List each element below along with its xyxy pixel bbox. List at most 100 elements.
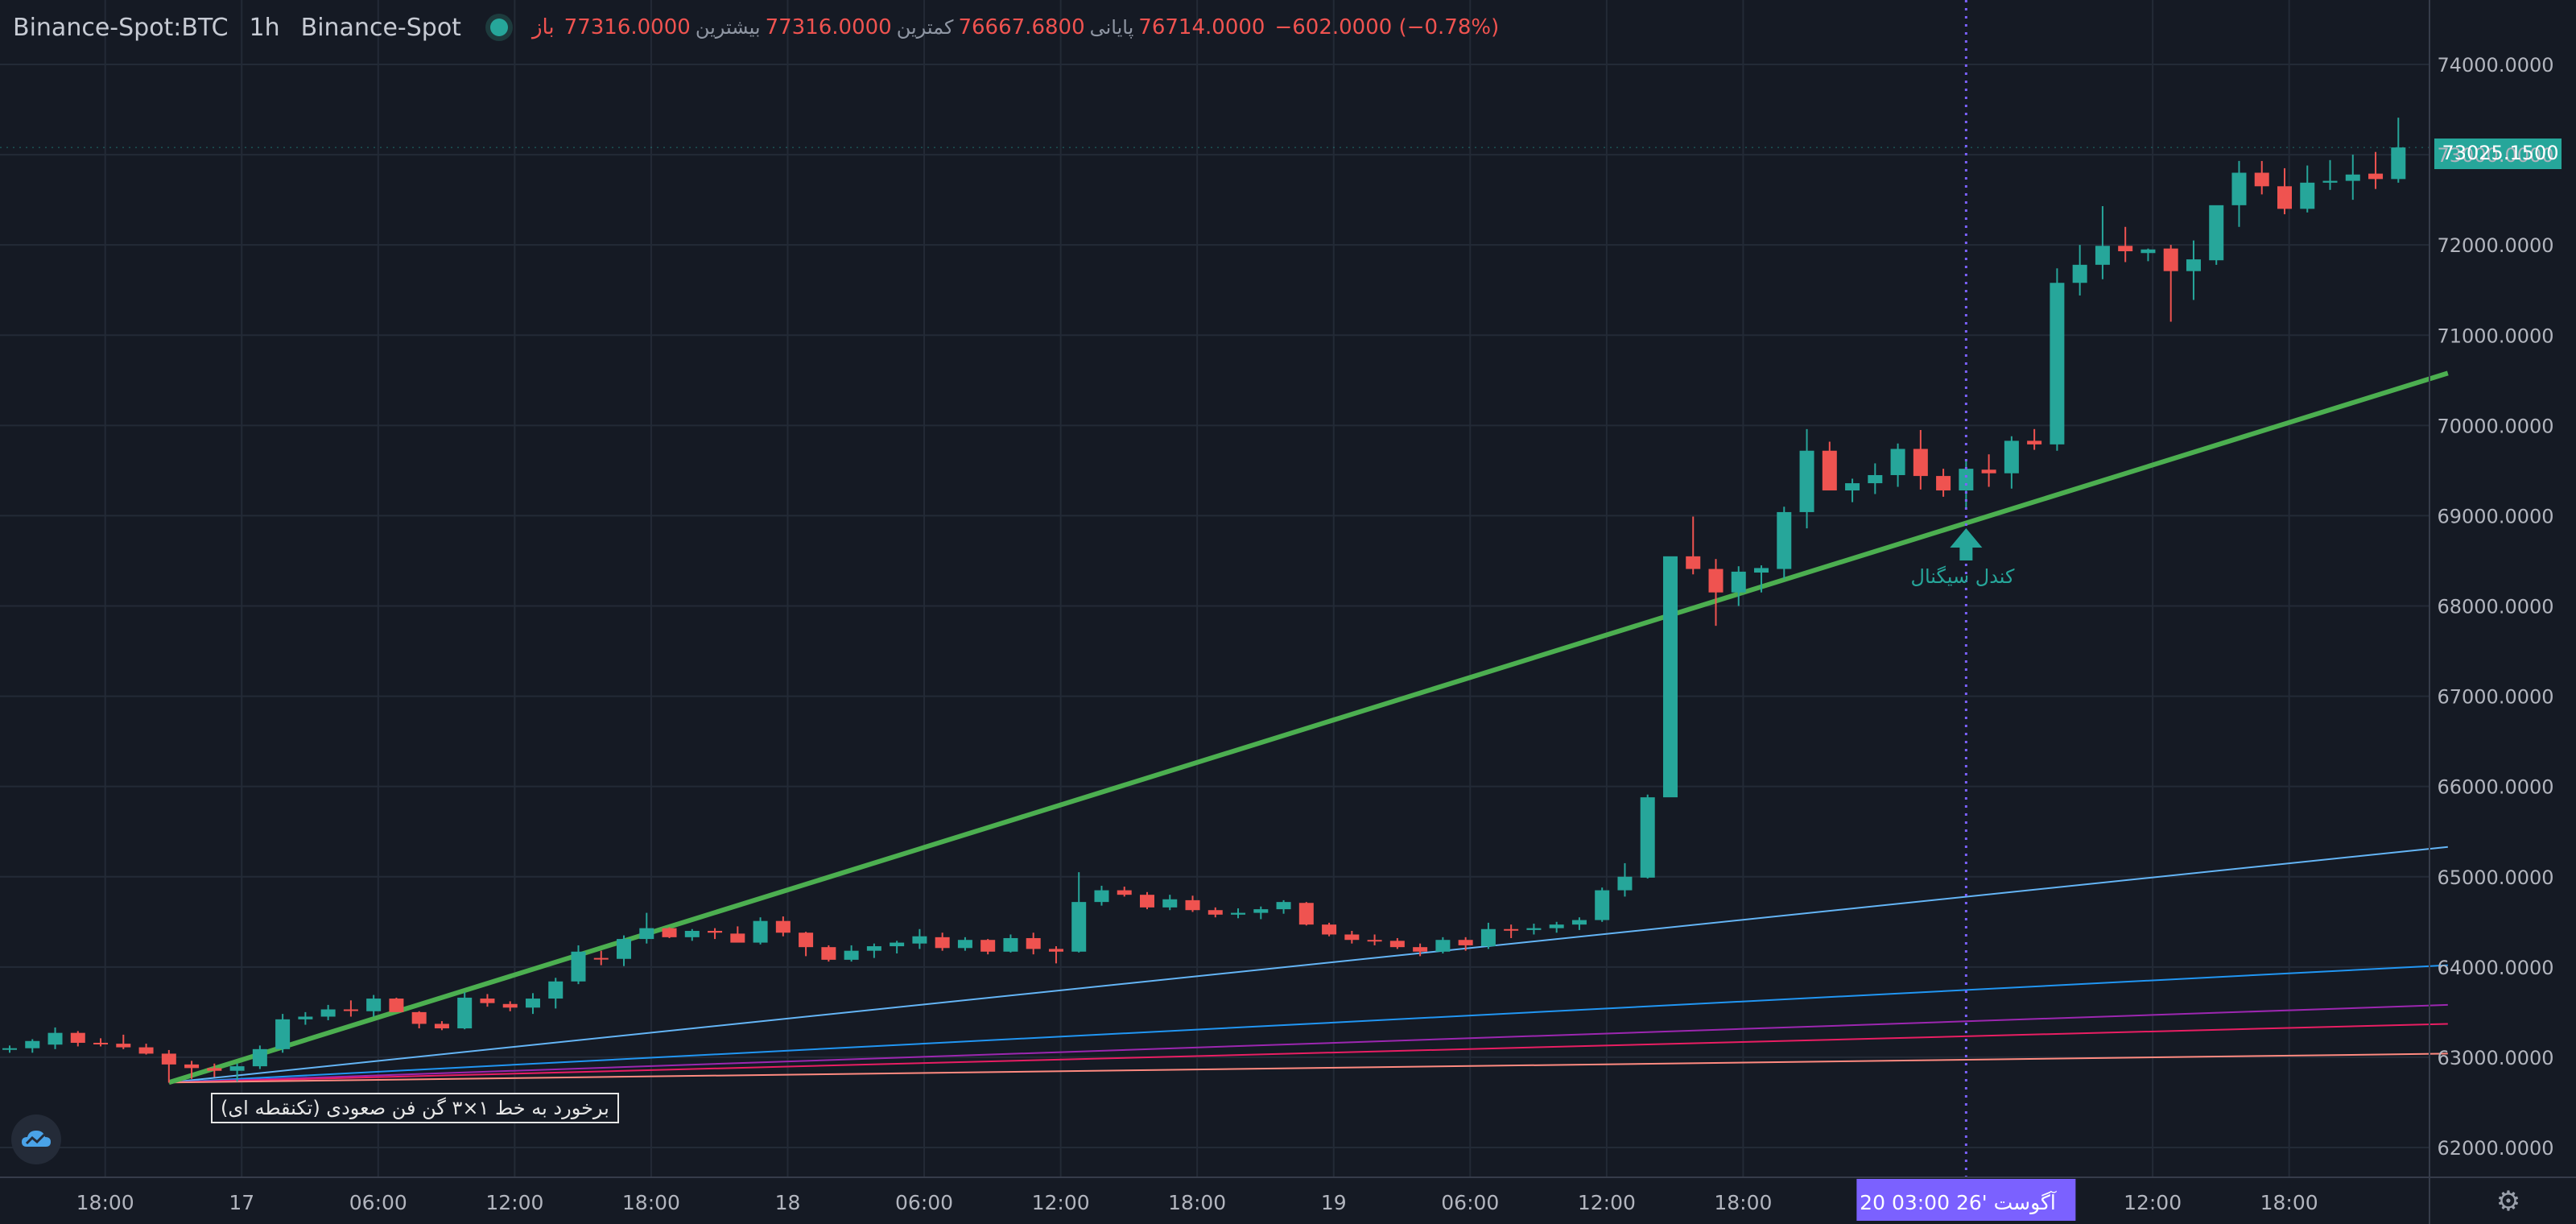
candle: [1890, 443, 1905, 487]
candle: [502, 1001, 518, 1011]
x-tick-label: 19: [1321, 1191, 1347, 1214]
y-tick-label: 66000.0000: [2437, 776, 2553, 799]
candle-body: [207, 1068, 222, 1071]
candle: [2322, 159, 2338, 190]
candle: [2231, 160, 2247, 227]
candle-body: [2072, 264, 2087, 283]
candle-body: [1276, 902, 1291, 910]
x-tick-label: 06:00: [1441, 1191, 1499, 1214]
candle-body: [2300, 182, 2315, 209]
signal-up-arrow-icon: [1950, 528, 1983, 560]
candle-body: [1754, 568, 1769, 573]
candle: [2345, 155, 2360, 201]
candle-body: [639, 928, 654, 940]
candle: [1435, 937, 1451, 954]
candle-body: [480, 999, 495, 1003]
x-tick-label: 18:00: [622, 1191, 680, 1214]
candle: [912, 928, 927, 949]
x-tick-label: 06:00: [349, 1191, 407, 1214]
candle-body: [1571, 920, 1587, 925]
candle: [1549, 921, 1564, 933]
low-label: کمترین: [896, 16, 954, 39]
high-label: بیشترین: [695, 16, 761, 39]
candle: [411, 1011, 427, 1029]
candle-body: [1344, 934, 1360, 941]
x-tick-label: 12:00: [485, 1191, 543, 1214]
candle-body: [935, 937, 950, 949]
candle: [2095, 205, 2110, 279]
candle: [138, 1044, 154, 1055]
interval-label[interactable]: 1h: [249, 13, 280, 42]
candle-body: [1231, 912, 1246, 915]
candle-body: [1480, 928, 1496, 947]
candle: [821, 945, 836, 962]
candle: [980, 939, 996, 955]
candle: [2, 1045, 17, 1053]
y-tick-label: 67000.0000: [2437, 686, 2553, 709]
candle-body: [1048, 949, 1063, 952]
candle-body: [2209, 205, 2224, 261]
cloud-logo-icon[interactable]: [11, 1114, 61, 1164]
gann-fan: [167, 370, 2449, 1085]
candle-body: [1799, 450, 1814, 512]
candle-body: [1071, 902, 1087, 952]
x-tick-label: 18:00: [2260, 1191, 2318, 1214]
candle-body: [1686, 556, 1701, 569]
x-tick-label: 17: [229, 1191, 254, 1214]
candle: [775, 916, 791, 937]
x-tick-label: 18: [775, 1191, 801, 1214]
y-tick-label: 69000.0000: [2437, 505, 2553, 527]
candle-body: [2027, 440, 2042, 445]
candle: [890, 941, 905, 954]
gann-fan-line: [168, 846, 2448, 1084]
last-price-tag: 73025.1500: [2442, 142, 2558, 164]
candle: [1185, 895, 1200, 912]
candle: [617, 935, 632, 966]
symbol-name[interactable]: Binance-Spot:BTC: [13, 13, 229, 42]
candle: [252, 1045, 267, 1069]
candle: [1117, 887, 1132, 897]
candle: [1231, 908, 1246, 919]
chart-header: Binance-Spot:BTC 1h Binance-Spot باز 773…: [13, 11, 1499, 43]
candle-body: [229, 1066, 245, 1071]
candle: [1208, 907, 1223, 918]
candle-body: [184, 1064, 200, 1069]
candle-body: [1389, 941, 1405, 948]
candlestick-series: [2, 118, 2406, 1083]
y-tick-label: 68000.0000: [2437, 596, 2553, 618]
candle: [1003, 934, 1018, 953]
x-tick-label: 12:00: [1578, 1191, 1636, 1214]
y-tick-label: 63000.0000: [2437, 1047, 2553, 1069]
candle-body: [2277, 186, 2292, 209]
candle-body: [1890, 449, 1905, 475]
candle: [1571, 917, 1587, 930]
candle-body: [957, 940, 972, 949]
candle-body: [298, 1016, 313, 1019]
chart-grid: [0, 0, 2429, 1177]
candle-body: [2095, 246, 2110, 265]
gann-touch-annotation[interactable]: برخورد به خط ۱×۳ گن فن صعودی (تکنقطه ای): [211, 1093, 619, 1123]
candle-body: [1526, 928, 1542, 930]
candle-body: [1936, 476, 1951, 491]
candle: [1595, 887, 1610, 922]
candle: [275, 1014, 291, 1053]
candle: [389, 997, 404, 1012]
candle-body: [775, 920, 791, 933]
candle: [298, 1011, 313, 1025]
candle-body: [25, 1040, 40, 1048]
candle: [457, 992, 473, 1030]
crosshair-time-badge: [1856, 1179, 2076, 1221]
candle: [799, 932, 814, 957]
candle-body: [2368, 173, 2384, 180]
candle-body: [1640, 797, 1655, 878]
candle-body: [2163, 248, 2178, 271]
y-tick-label: 73000.0000: [2437, 144, 2553, 167]
candle: [684, 928, 700, 941]
candle-body: [1435, 940, 1451, 952]
settings-gear-icon[interactable]: ⚙: [2496, 1185, 2521, 1218]
candle: [434, 1021, 449, 1031]
candle: [639, 912, 654, 944]
candle-body: [252, 1048, 267, 1067]
candle: [1731, 566, 1746, 606]
